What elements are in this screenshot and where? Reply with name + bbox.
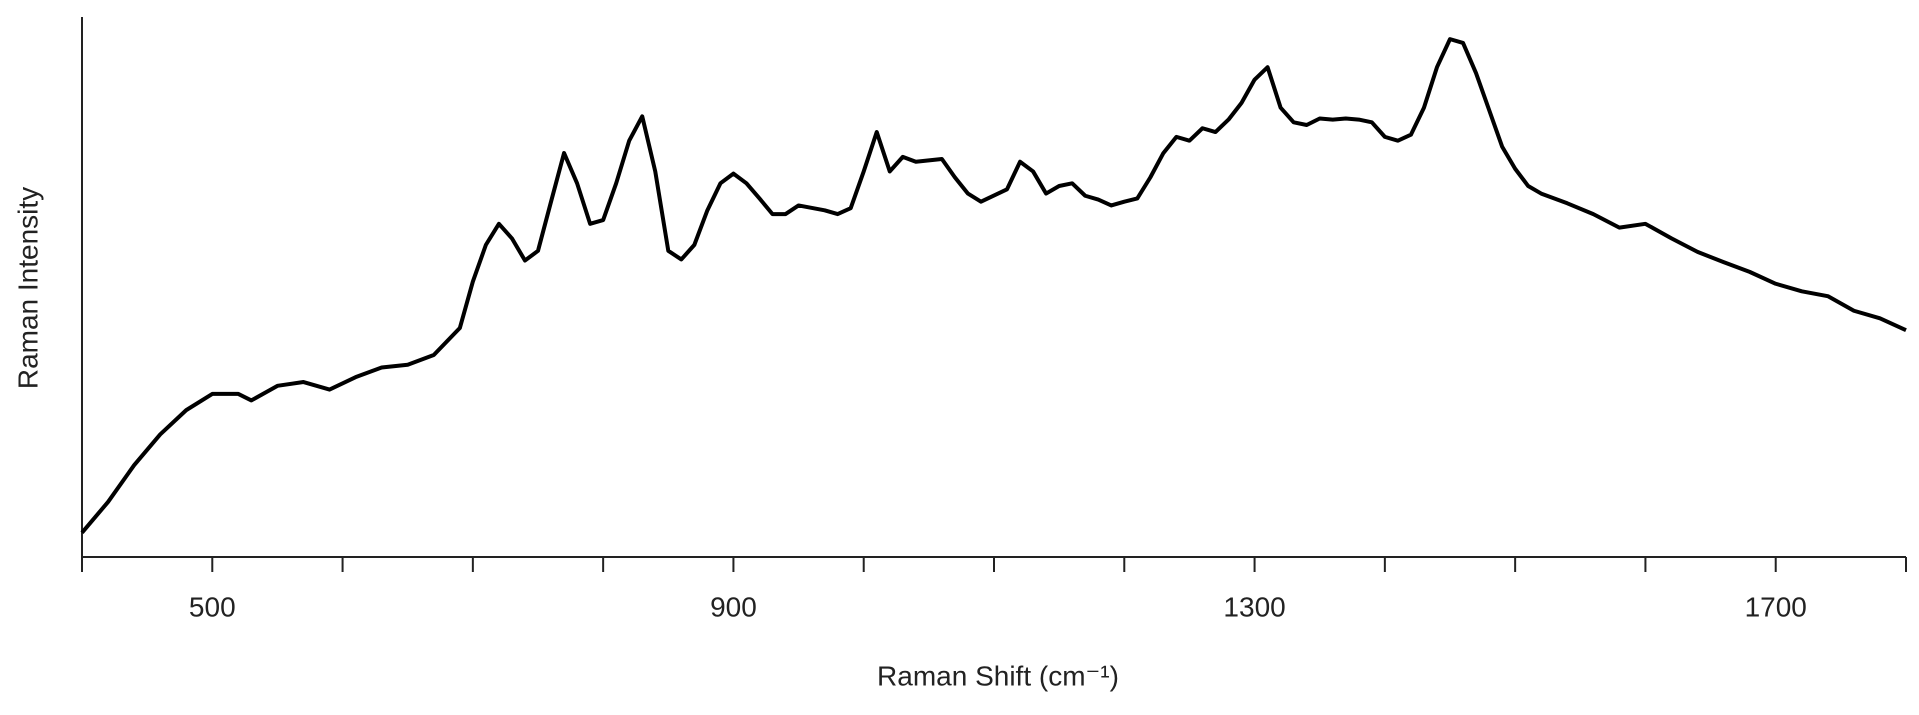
spectrum-line <box>80 37 1907 534</box>
x-tick-label: 900 <box>710 591 757 622</box>
x-tick-label: 1300 <box>1223 591 1285 622</box>
x-axis-title: Raman Shift (cm⁻¹) <box>877 660 1119 691</box>
x-tick-label: 1700 <box>1745 591 1807 622</box>
x-tick-label: 500 <box>189 591 236 622</box>
y-axis-title: Raman Intensity <box>12 187 43 389</box>
